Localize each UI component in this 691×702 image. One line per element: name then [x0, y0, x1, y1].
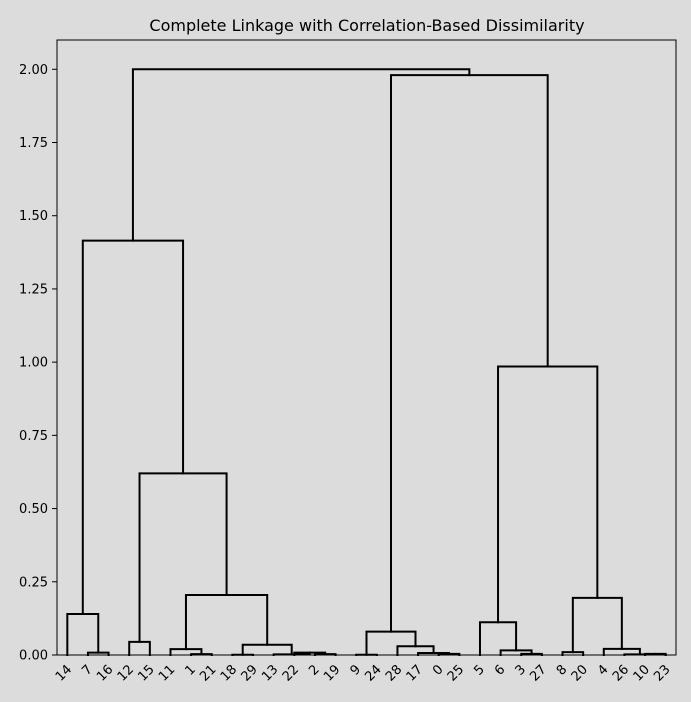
x-leaf-label: 16	[94, 662, 116, 684]
x-leaf-label: 19	[321, 662, 343, 684]
y-tick-label: 0.75	[19, 429, 48, 444]
x-leaf-label: 25	[445, 662, 467, 684]
x-leaf-label: 22	[280, 662, 302, 684]
dendrogram-links	[66, 68, 667, 656]
y-tick-label: 1.75	[19, 136, 48, 151]
x-leaf-label: 18	[218, 662, 240, 684]
y-tick-label: 0.50	[19, 502, 48, 517]
x-leaf-label: 20	[569, 662, 591, 684]
x-leaf-label: 23	[651, 662, 673, 684]
x-leaf-label: 7	[79, 662, 95, 678]
x-leaf-label: 6	[492, 662, 508, 678]
x-leaf-label: 2	[306, 662, 322, 678]
y-tick-label: 2.00	[19, 63, 48, 78]
x-leaf-label: 11	[156, 662, 178, 684]
chart-title: Complete Linkage with Correlation-Based …	[149, 16, 584, 35]
y-tick-label: 1.25	[19, 282, 48, 297]
x-leaf-label: 28	[383, 662, 405, 684]
x-leaf-label: 14	[53, 662, 75, 684]
x-leaf-label: 29	[239, 662, 261, 684]
x-leaf-label: 0	[430, 662, 446, 678]
y-axis: 0.00 0.25 0.50 0.75 1.00 1.25 1.50 1.75 2.00	[19, 63, 57, 664]
x-leaf-label: 13	[259, 662, 281, 684]
x-leaf-label: 3	[513, 662, 529, 678]
x-leaf-label: 12	[115, 662, 137, 684]
y-tick-label: 0.25	[19, 575, 48, 590]
y-tick-label: 1.50	[19, 209, 48, 224]
x-leaf-label: 27	[527, 662, 549, 684]
x-leaf-label: 8	[554, 662, 570, 678]
x-leaf-label: 1	[182, 662, 198, 678]
x-leaf-label: 9	[348, 662, 364, 678]
x-leaf-label: 24	[362, 662, 384, 684]
x-leaf-label: 26	[610, 662, 632, 684]
x-leaf-label: 10	[631, 662, 653, 684]
dendrogram-link	[131, 68, 471, 242]
plot-area	[56, 39, 677, 656]
x-leaf-label: 4	[595, 662, 611, 678]
x-leaf-label: 5	[471, 662, 487, 678]
x-leaf-label: 21	[197, 662, 219, 684]
y-tick-label: 1.00	[19, 356, 48, 371]
y-tick-label: 0.00	[19, 649, 48, 664]
x-leaf-label: 15	[135, 662, 157, 684]
x-leaf-label: 17	[404, 662, 426, 684]
